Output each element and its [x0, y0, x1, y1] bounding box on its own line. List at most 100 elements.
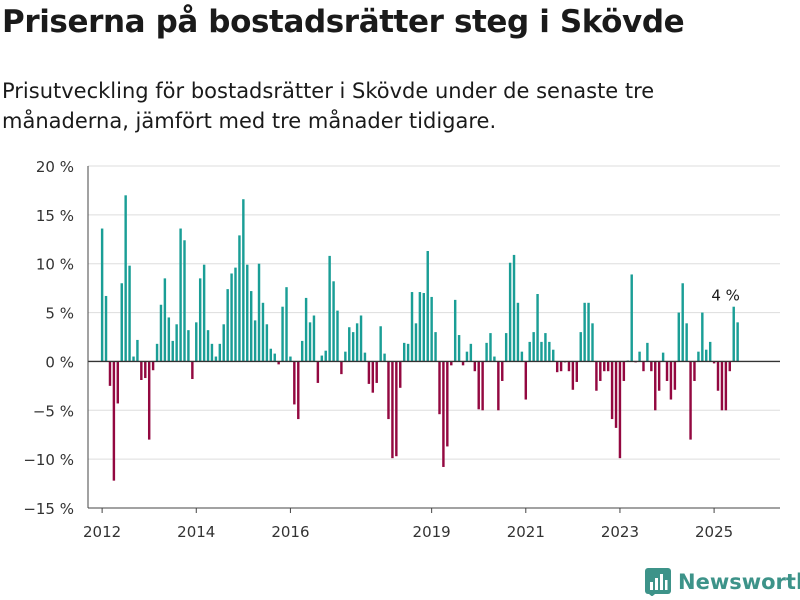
- bar: [481, 361, 484, 411]
- y-tick-label: 15 %: [36, 207, 74, 225]
- bar: [555, 361, 559, 373]
- brand-logo: Newsworthy: [645, 568, 800, 596]
- bar: [473, 361, 477, 372]
- bar: [548, 341, 551, 362]
- bar: [316, 361, 320, 383]
- bar: [273, 353, 276, 362]
- bar: [552, 349, 555, 362]
- bar: [136, 339, 139, 362]
- bar: [536, 294, 539, 362]
- bar: [332, 281, 335, 362]
- bar: [485, 342, 488, 362]
- bar: [638, 351, 641, 362]
- bar: [646, 342, 649, 362]
- bar: [151, 361, 155, 371]
- bar: [206, 330, 210, 362]
- bar: [100, 228, 104, 362]
- bar: [285, 287, 288, 362]
- bar: [430, 296, 433, 362]
- bar: [532, 332, 535, 362]
- bar: [120, 283, 123, 362]
- bar: [489, 333, 492, 362]
- bar: [657, 361, 661, 391]
- bar: [540, 341, 543, 362]
- y-tick-label: 10 %: [36, 256, 74, 274]
- bar: [681, 283, 684, 362]
- bar: [363, 352, 367, 362]
- bar: [144, 361, 147, 379]
- y-axis-tick-labels: 20 % 15 % 10 % 5 % 0 % −5 % −10 % −15 %: [23, 158, 74, 518]
- bar: [210, 343, 214, 362]
- bar: [147, 361, 151, 440]
- bar: [257, 263, 261, 362]
- bar: [622, 361, 626, 381]
- bar: [414, 323, 418, 362]
- bar: [630, 274, 633, 362]
- bar: [175, 324, 178, 362]
- x-tick-label: 2019: [413, 523, 451, 541]
- bar: [469, 343, 473, 362]
- bar: [198, 278, 202, 362]
- page-subtitle: Prisutveckling för bostadsrätter i Skövd…: [2, 79, 655, 133]
- bar-series: [100, 195, 739, 481]
- bar: [104, 295, 108, 362]
- bar: [128, 265, 131, 362]
- y-tick-label: 0 %: [45, 353, 74, 371]
- bar: [508, 262, 512, 362]
- bar: [183, 240, 186, 362]
- bar: [442, 361, 445, 467]
- bar: [712, 361, 716, 364]
- bar: [226, 289, 229, 362]
- bar: [261, 302, 265, 362]
- bar: [230, 273, 233, 362]
- bar: [222, 324, 225, 362]
- bar: [371, 361, 375, 393]
- bar: [685, 323, 688, 362]
- x-tick-label: 2016: [271, 523, 309, 541]
- x-tick-label: 2014: [177, 523, 215, 541]
- bar: [132, 356, 135, 362]
- bar: [234, 267, 237, 362]
- bar: [654, 361, 657, 411]
- bar: [642, 361, 645, 372]
- x-tick-label: 2025: [695, 523, 733, 541]
- bar: [249, 291, 253, 362]
- bar: [422, 293, 426, 362]
- bar: [661, 352, 665, 362]
- y-tick-label: −15 %: [23, 500, 74, 518]
- bar: [406, 343, 410, 362]
- axes: [87, 166, 780, 509]
- y-tick-label: 5 %: [45, 305, 74, 323]
- bar: [167, 317, 171, 362]
- bar: [689, 361, 692, 440]
- x-axis-tick-labels: 2012 2014 2016 2019 2021 2023 2025: [83, 508, 733, 541]
- y-tick-label: −10 %: [23, 451, 74, 469]
- bar: [693, 361, 696, 381]
- bar: [438, 361, 441, 415]
- bar: [375, 361, 378, 383]
- bar: [367, 361, 371, 384]
- bar: [218, 343, 222, 362]
- bar: [450, 361, 453, 366]
- bar: [410, 292, 414, 362]
- bar: [673, 361, 677, 390]
- bar: [606, 361, 610, 372]
- bar: [418, 292, 422, 362]
- bar: [387, 361, 390, 420]
- x-tick-label: 2012: [83, 523, 121, 541]
- bar: [108, 361, 112, 386]
- bar: [348, 327, 351, 362]
- bar: [155, 343, 159, 362]
- bar: [575, 361, 578, 382]
- last-value-label: 4 %: [711, 287, 740, 305]
- y-tick-label: 20 %: [36, 158, 74, 176]
- bar: [567, 361, 571, 372]
- bar: [434, 332, 437, 362]
- bar: [336, 310, 339, 362]
- bar: [383, 353, 386, 362]
- bar: [614, 361, 618, 428]
- bar: [501, 361, 504, 381]
- bar: [724, 361, 728, 411]
- bar: [304, 297, 308, 362]
